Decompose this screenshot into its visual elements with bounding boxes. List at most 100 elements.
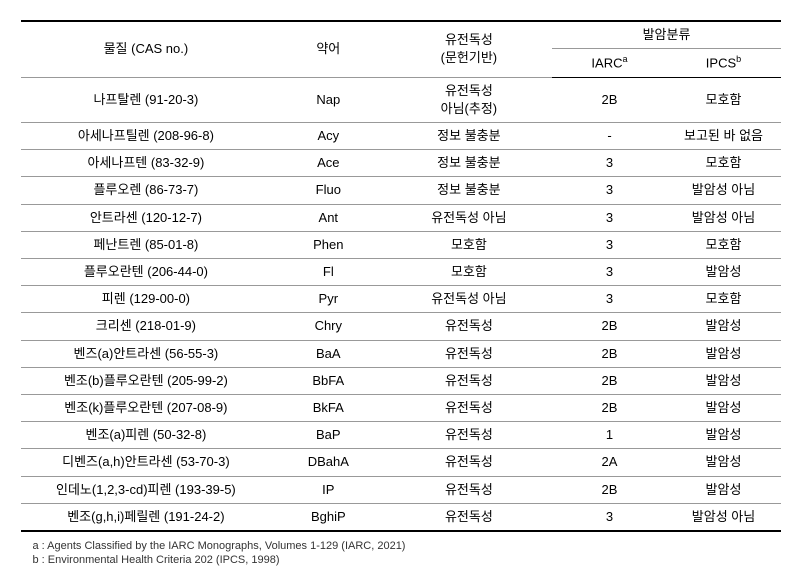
cell-substance: 아세나프텐 (83-32-9) [21, 150, 272, 177]
cell-genotox: 유전독성 [385, 340, 552, 367]
cell-iarc: 3 [552, 259, 666, 286]
table-container: 물질 (CAS no.) 약어 유전독성 (문헌기반) 발암분류 IARCa I… [21, 20, 781, 566]
cell-abbr: Pyr [271, 286, 385, 313]
cell-substance: 벤즈(a)안트라센 (56-55-3) [21, 340, 272, 367]
cell-genotox: 정보 불충분 [385, 123, 552, 150]
cell-genotox: 유전독성아님(추정) [385, 77, 552, 122]
cell-abbr: BkFA [271, 394, 385, 421]
cell-iarc: 3 [552, 150, 666, 177]
table-row: 벤조(a)피렌 (50-32-8)BaP유전독성1발암성 [21, 422, 781, 449]
cell-genotox: 모호함 [385, 231, 552, 258]
cell-ipcs: 발암성 [666, 259, 780, 286]
cell-ipcs: 모호함 [666, 150, 780, 177]
cell-iarc: 2B [552, 77, 666, 122]
header-genotox-label: 유전독성 [445, 32, 493, 47]
table-row: 아세나프텐 (83-32-9)Ace정보 불충분3모호함 [21, 150, 781, 177]
cell-substance: 벤조(b)플루오란텐 (205-99-2) [21, 367, 272, 394]
cell-iarc: 2B [552, 313, 666, 340]
table-row: 페난트렌 (85-01-8)Phen모호함3모호함 [21, 231, 781, 258]
header-iarc-label: IARC [591, 56, 622, 71]
header-genotox-sub: (문헌기반) [441, 50, 498, 65]
cell-abbr: Nap [271, 77, 385, 122]
table-row: 나프탈렌 (91-20-3)Nap유전독성아님(추정)2B모호함 [21, 77, 781, 122]
cell-abbr: BaP [271, 422, 385, 449]
table-row: 벤조(b)플루오란텐 (205-99-2)BbFA유전독성2B발암성 [21, 367, 781, 394]
footnote-a: a : Agents Classified by the IARC Monogr… [33, 540, 781, 552]
cell-genotox: 유전독성 아님 [385, 286, 552, 313]
cell-ipcs: 발암성 아님 [666, 204, 780, 231]
cell-iarc: 3 [552, 286, 666, 313]
header-iarc: IARCa [552, 49, 666, 78]
cell-ipcs: 발암성 아님 [666, 503, 780, 531]
header-ipcs: IPCSb [666, 49, 780, 78]
cell-substance: 인데노(1,2,3-cd)피렌 (193-39-5) [21, 476, 272, 503]
cell-abbr: DBahA [271, 449, 385, 476]
cell-iarc: 2B [552, 394, 666, 421]
cell-genotox: 유전독성 [385, 503, 552, 531]
cell-genotox: 유전독성 [385, 476, 552, 503]
cell-iarc: 2B [552, 367, 666, 394]
cell-iarc: 2B [552, 340, 666, 367]
table-row: 벤조(k)플루오란텐 (207-08-9)BkFA유전독성2B발암성 [21, 394, 781, 421]
cell-genotox: 정보 불충분 [385, 150, 552, 177]
cell-substance: 벤조(g,h,i)페릴렌 (191-24-2) [21, 503, 272, 531]
cell-genotox: 유전독성 [385, 422, 552, 449]
table-row: 피렌 (129-00-0)Pyr유전독성 아님3모호함 [21, 286, 781, 313]
cell-substance: 디벤즈(a,h)안트라센 (53-70-3) [21, 449, 272, 476]
cell-substance: 피렌 (129-00-0) [21, 286, 272, 313]
cell-ipcs: 모호함 [666, 231, 780, 258]
table-row: 디벤즈(a,h)안트라센 (53-70-3)DBahA유전독성2A발암성 [21, 449, 781, 476]
header-ipcs-sup: b [736, 54, 741, 64]
header-iarc-sup: a [622, 54, 627, 64]
cell-ipcs: 발암성 [666, 449, 780, 476]
table-row: 크리센 (218-01-9)Chry유전독성2B발암성 [21, 313, 781, 340]
cell-ipcs: 발암성 아님 [666, 177, 780, 204]
cell-iarc: 2B [552, 476, 666, 503]
header-substance: 물질 (CAS no.) [21, 21, 272, 77]
cell-abbr: Phen [271, 231, 385, 258]
cell-iarc: 1 [552, 422, 666, 449]
cell-abbr: Ace [271, 150, 385, 177]
cell-ipcs: 발암성 [666, 476, 780, 503]
chemical-table: 물질 (CAS no.) 약어 유전독성 (문헌기반) 발암분류 IARCa I… [21, 20, 781, 532]
cell-substance: 안트라센 (120-12-7) [21, 204, 272, 231]
header-ipcs-label: IPCS [706, 56, 736, 71]
table-header: 물질 (CAS no.) 약어 유전독성 (문헌기반) 발암분류 IARCa I… [21, 21, 781, 77]
table-row: 플루오란텐 (206-44-0)Fl모호함3발암성 [21, 259, 781, 286]
cell-iarc: 3 [552, 503, 666, 531]
header-carcinogen: 발암분류 [552, 21, 780, 49]
table-row: 안트라센 (120-12-7)Ant유전독성 아님3발암성 아님 [21, 204, 781, 231]
cell-abbr: Fl [271, 259, 385, 286]
cell-substance: 아세나프틸렌 (208-96-8) [21, 123, 272, 150]
footnotes: a : Agents Classified by the IARC Monogr… [21, 540, 781, 566]
table-body: 나프탈렌 (91-20-3)Nap유전독성아님(추정)2B모호함아세나프틸렌 (… [21, 77, 781, 531]
cell-ipcs: 발암성 [666, 367, 780, 394]
cell-substance: 크리센 (218-01-9) [21, 313, 272, 340]
cell-genotox: 유전독성 [385, 449, 552, 476]
cell-genotox: 유전독성 [385, 313, 552, 340]
cell-genotox: 유전독성 [385, 367, 552, 394]
cell-substance: 페난트렌 (85-01-8) [21, 231, 272, 258]
cell-abbr: Chry [271, 313, 385, 340]
cell-substance: 벤조(k)플루오란텐 (207-08-9) [21, 394, 272, 421]
cell-substance: 벤조(a)피렌 (50-32-8) [21, 422, 272, 449]
cell-abbr: BaA [271, 340, 385, 367]
header-genotox: 유전독성 (문헌기반) [385, 21, 552, 77]
cell-ipcs: 모호함 [666, 286, 780, 313]
cell-genotox: 정보 불충분 [385, 177, 552, 204]
table-row: 벤조(g,h,i)페릴렌 (191-24-2)BghiP유전독성3발암성 아님 [21, 503, 781, 531]
table-row: 플루오렌 (86-73-7)Fluo정보 불충분3발암성 아님 [21, 177, 781, 204]
cell-abbr: IP [271, 476, 385, 503]
header-abbr: 약어 [271, 21, 385, 77]
table-row: 아세나프틸렌 (208-96-8)Acy정보 불충분-보고된 바 없음 [21, 123, 781, 150]
cell-iarc: 3 [552, 204, 666, 231]
cell-substance: 플루오란텐 (206-44-0) [21, 259, 272, 286]
cell-iarc: 2A [552, 449, 666, 476]
footnote-b: b : Environmental Health Criteria 202 (I… [33, 554, 781, 566]
cell-ipcs: 발암성 [666, 340, 780, 367]
cell-genotox: 유전독성 [385, 394, 552, 421]
cell-iarc: 3 [552, 177, 666, 204]
cell-substance: 플루오렌 (86-73-7) [21, 177, 272, 204]
cell-substance: 나프탈렌 (91-20-3) [21, 77, 272, 122]
cell-iarc: - [552, 123, 666, 150]
